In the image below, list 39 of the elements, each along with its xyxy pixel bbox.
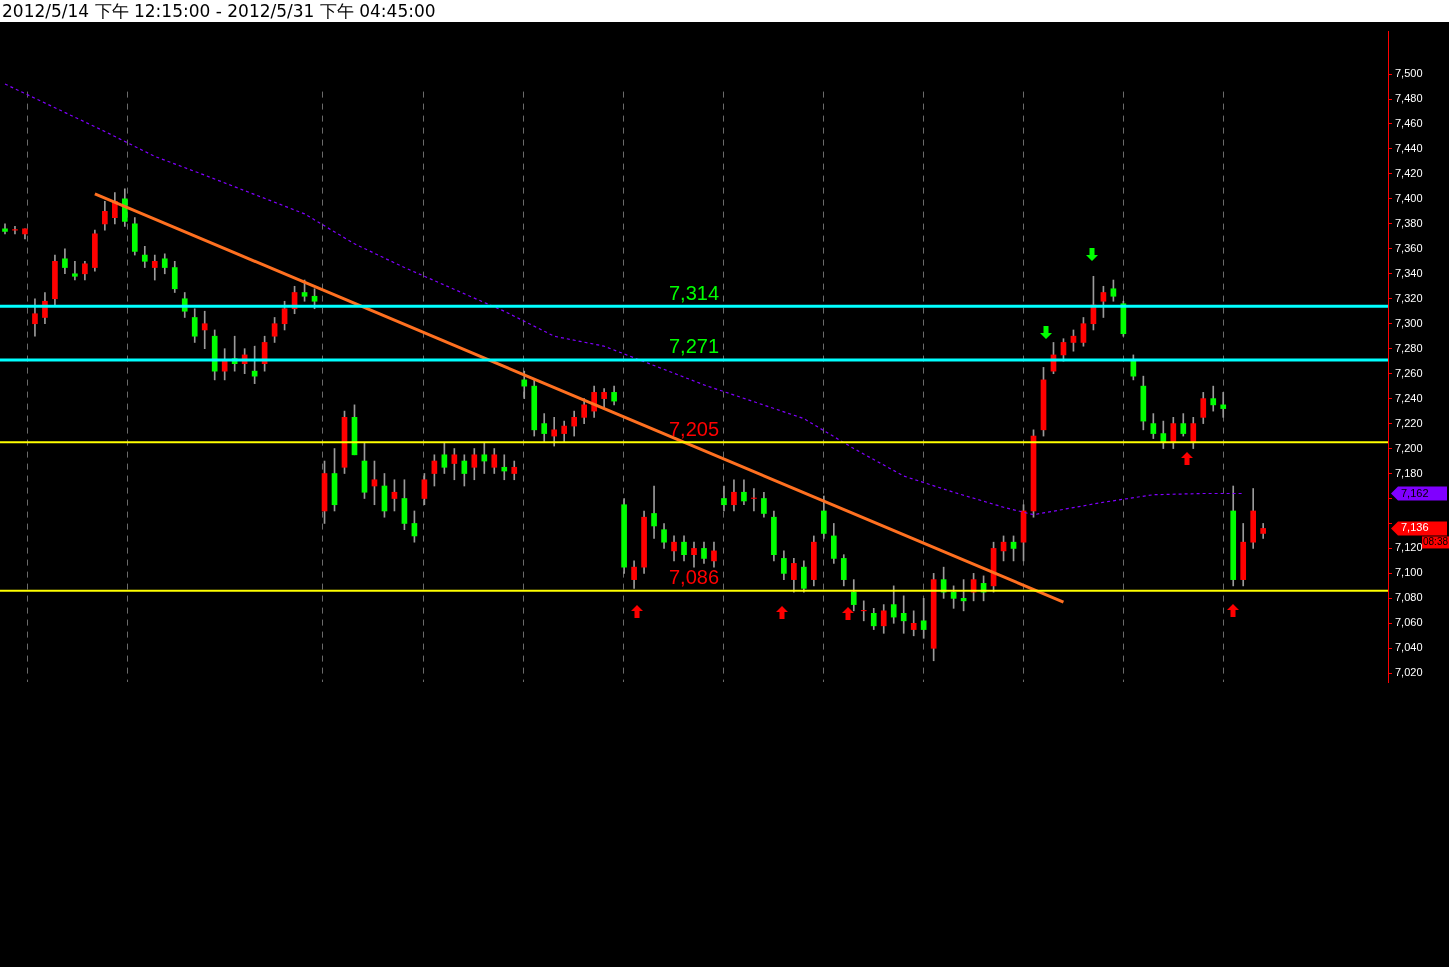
y-tick-label: 7,440: [1395, 141, 1423, 154]
ref-line-label: 7,314: [668, 281, 720, 304]
candlestick: [900, 595, 907, 634]
y-tick-label: 7,200: [1395, 441, 1423, 454]
text: 7,162: [1401, 486, 1429, 499]
candlestick: [501, 454, 508, 481]
candlestick: [72, 260, 78, 281]
y-tick-label: 7,320: [1395, 291, 1423, 304]
y-tick-label: 7,280: [1395, 341, 1423, 354]
y-tick-label: 7,040: [1395, 641, 1423, 654]
y-tick-label: 7,480: [1395, 92, 1423, 105]
y-tick-label: 7,120: [1395, 541, 1423, 554]
y-tick-label: 7,180: [1395, 466, 1423, 479]
y-tick-label: 7,260: [1395, 366, 1423, 379]
chart-title: 2012/5/14 下午 12:15:00 - 2012/5/31 下午 04:45:00: [2, 1, 436, 21]
text: 7,136: [1401, 521, 1429, 534]
ref-line-label: 7,205: [668, 417, 720, 440]
line-series: [4, 83, 1244, 516]
y-tick-label: 7,460: [1395, 117, 1423, 130]
y-tick-label: 7,100: [1395, 566, 1423, 579]
y-tick-label: 7,360: [1395, 241, 1423, 254]
y-tick-label: 7,220: [1395, 416, 1423, 429]
candlestick: [651, 485, 657, 539]
y-tick-label: 7,400: [1395, 191, 1423, 204]
y-tick-label: 7,380: [1395, 216, 1423, 229]
ref-line-label: 7,086: [668, 566, 720, 589]
y-tick-label: 7,420: [1395, 166, 1423, 179]
y-tick-label: 7,060: [1395, 616, 1423, 629]
y-tick-label: 7,500: [1395, 67, 1423, 80]
candlestick: [481, 441, 488, 474]
text: 08:38: [1422, 536, 1449, 548]
y-tick-label: 7,080: [1395, 591, 1423, 604]
candlestick: [201, 310, 208, 350]
y-tick-label: 7,300: [1395, 316, 1423, 329]
candlestick: [1220, 392, 1227, 418]
y-tick-label: 7,340: [1395, 266, 1423, 279]
y-tick-label: 7,240: [1395, 391, 1423, 404]
y-tick-label: 7,020: [1395, 666, 1423, 679]
ref-line-label: 7,271: [668, 335, 720, 358]
